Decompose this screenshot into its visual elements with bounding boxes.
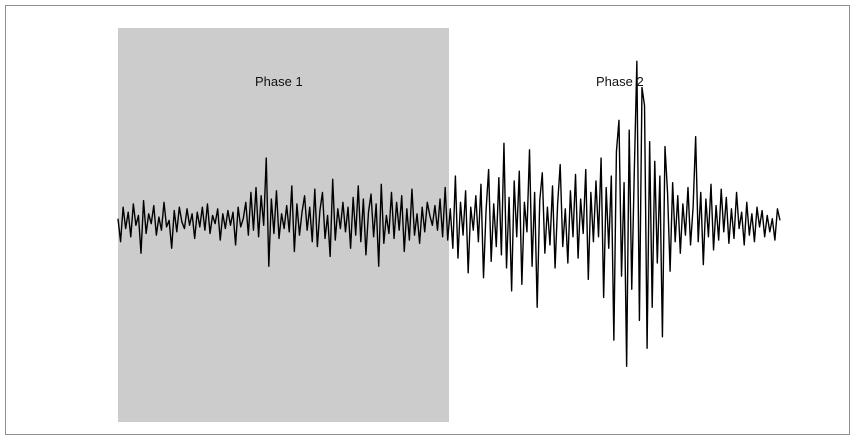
signal-line [117,60,781,368]
signal-layer [117,60,781,368]
phase-2-label: Phase 2 [596,74,644,89]
phase-1-label: Phase 1 [255,74,303,89]
